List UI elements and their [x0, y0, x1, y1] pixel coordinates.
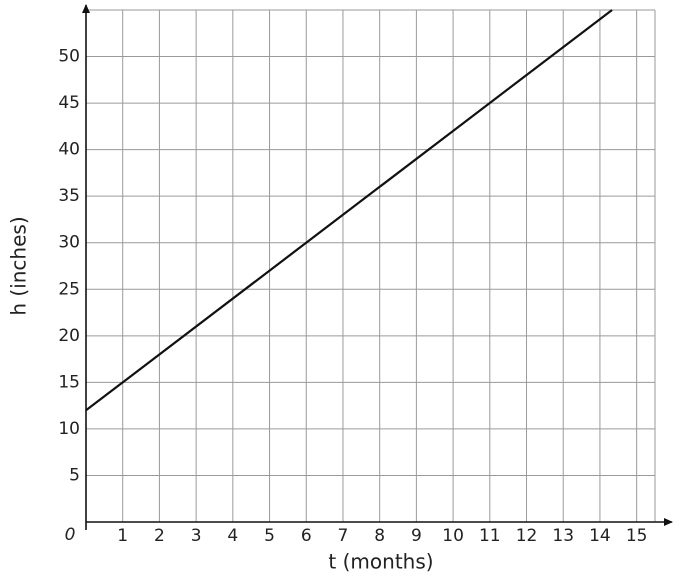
y-tick-label: 20 [58, 326, 80, 346]
y-tick-label: 15 [58, 372, 80, 392]
x-tick-label: 11 [479, 526, 501, 546]
y-tick-label: 40 [58, 140, 80, 160]
y-tick-label: 50 [58, 47, 80, 67]
x-tick-label: 10 [442, 526, 464, 546]
x-tick-label: 8 [374, 526, 385, 546]
y-tick-label: 5 [69, 465, 80, 485]
x-tick-label: 1 [117, 526, 128, 546]
origin-label: 0 [65, 525, 76, 545]
x-tick-label: 2 [154, 526, 165, 546]
y-tick-label: 10 [58, 419, 80, 439]
x-axis-title: t (months) [328, 550, 433, 574]
y-tick-label: 25 [58, 279, 80, 299]
x-tick-label: 5 [264, 526, 275, 546]
y-tick-label: 30 [58, 233, 80, 253]
x-tick-label: 4 [227, 526, 238, 546]
data-line [85, 9, 613, 412]
y-tick-label: 35 [58, 186, 80, 206]
x-tick-label: 14 [589, 526, 611, 546]
x-tick-label: 9 [411, 526, 422, 546]
x-tick-label: 15 [626, 526, 648, 546]
y-axis-title: h (inches) [7, 216, 31, 315]
x-tick-label: 3 [191, 526, 202, 546]
x-tick-label: 7 [338, 526, 349, 546]
x-tick-label: 12 [516, 526, 538, 546]
y-tick-label: 45 [58, 93, 80, 113]
x-tick-label: 13 [552, 526, 574, 546]
x-tick-label: 6 [301, 526, 312, 546]
